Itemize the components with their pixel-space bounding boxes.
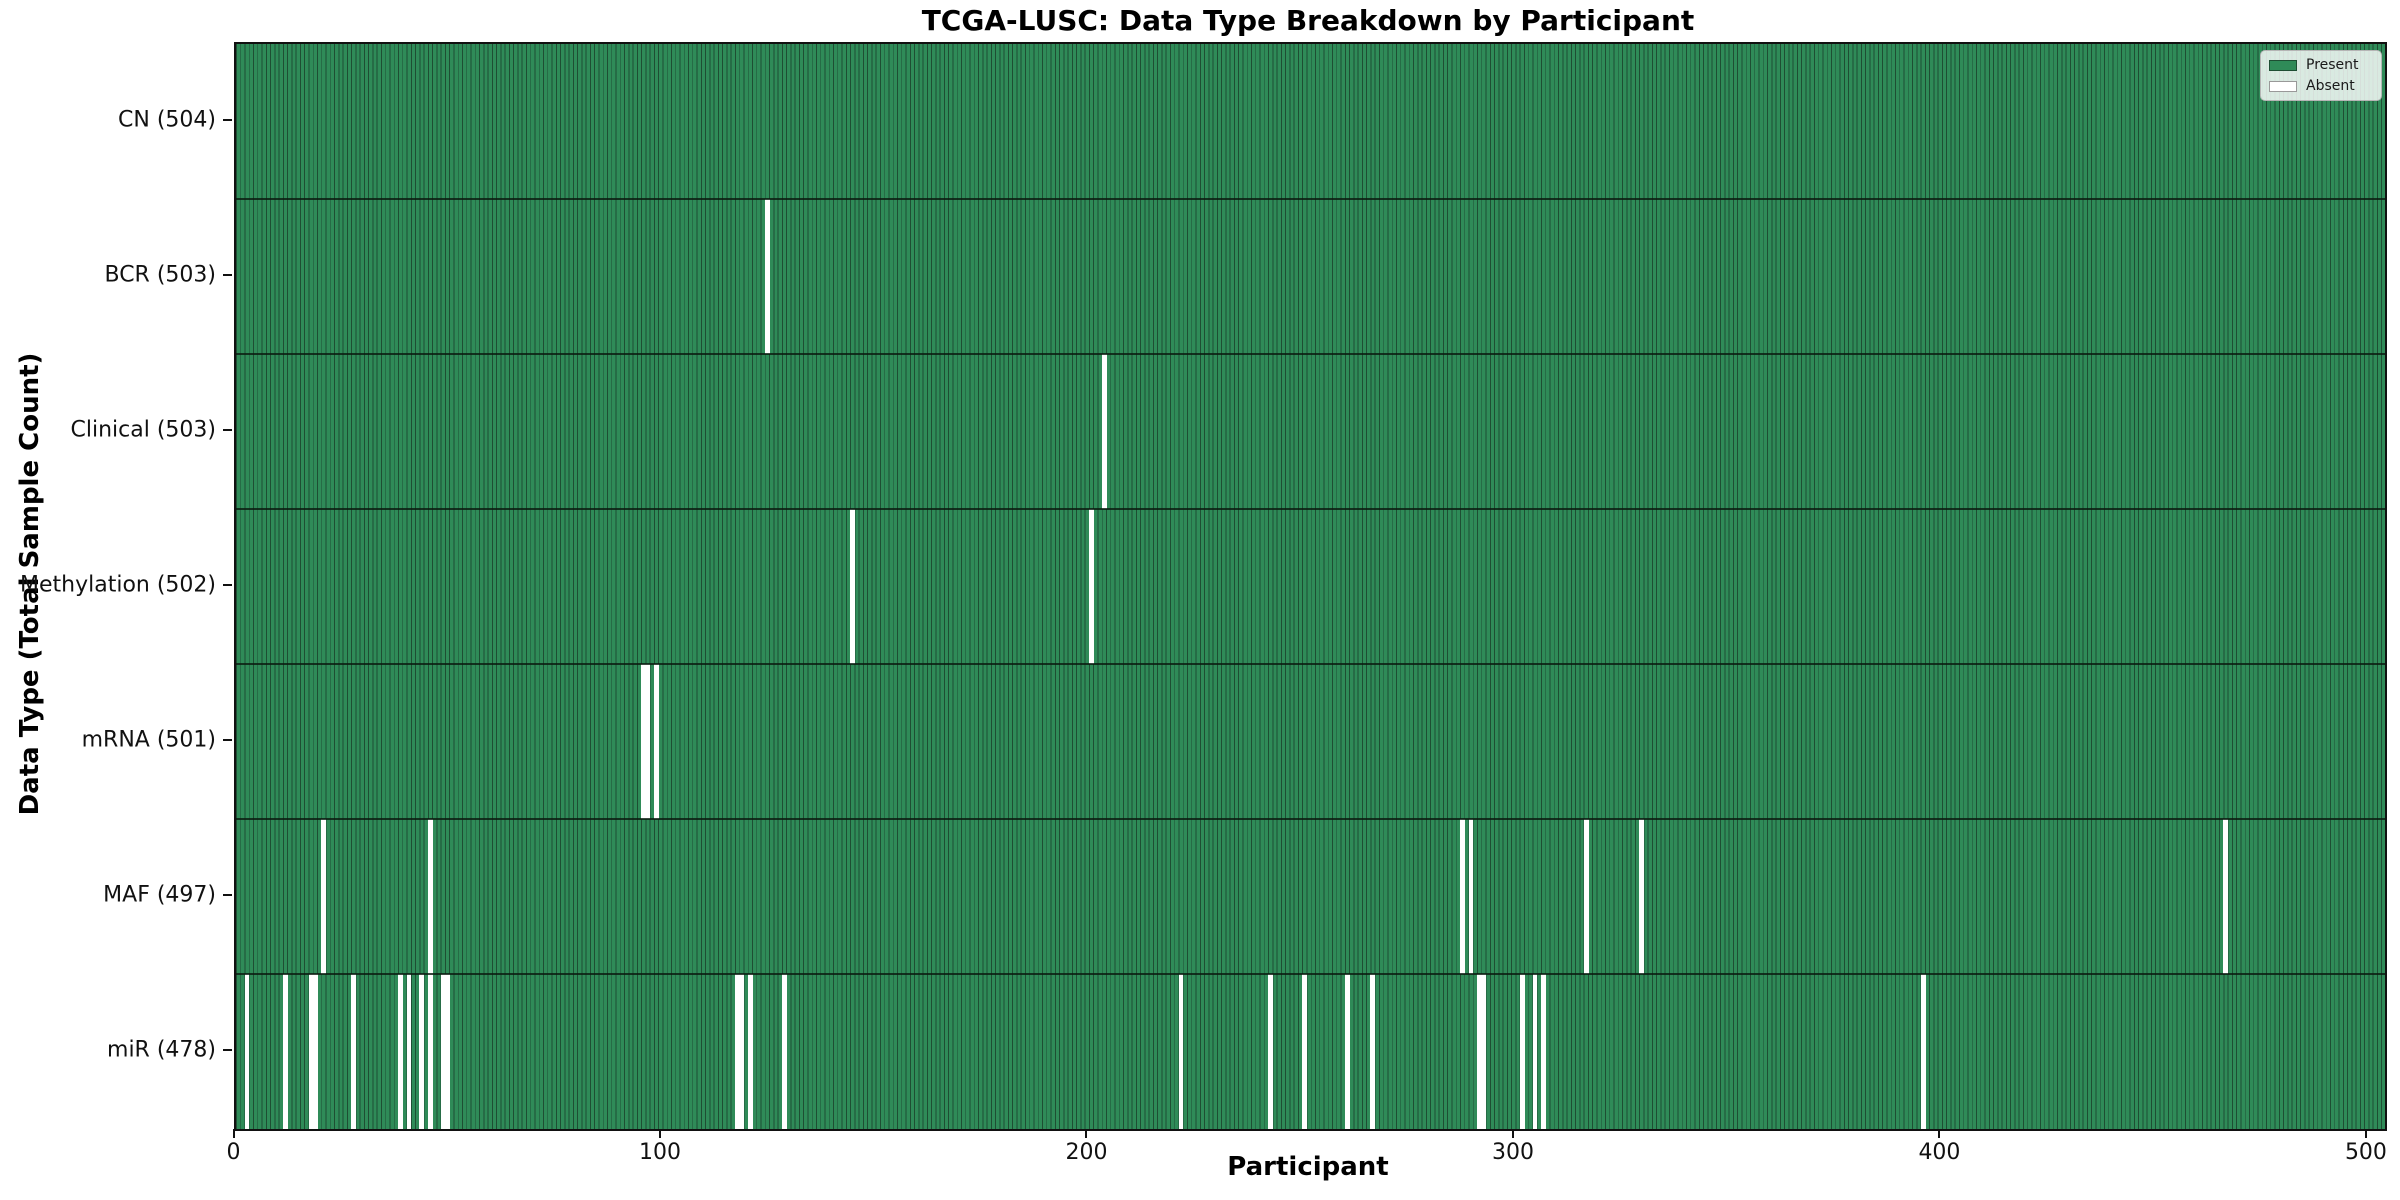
absent-mark-mir-292 (1481, 974, 1487, 1129)
legend-entry-absent: Absent (2269, 79, 2373, 93)
y-tick-label-cn: CN (504) (118, 107, 216, 132)
absent-mark-mir-128 (781, 974, 787, 1129)
absent-mark-mir-301 (1519, 974, 1525, 1129)
y-tick-mark (222, 583, 232, 586)
absent-mark-methylation-200 (1089, 509, 1094, 664)
absent-mark-mir-118 (739, 974, 745, 1129)
row-mir (235, 974, 2385, 1129)
y-tick-label-methylation: Methylation (502) (20, 572, 216, 597)
x-tick-mark (1938, 1129, 1941, 1138)
row-bcr (235, 199, 2385, 354)
y-tick-mark (222, 893, 232, 896)
x-tick-label-300: 300 (1491, 1140, 1534, 1165)
plot-area: Present Absent (233, 42, 2387, 1131)
absent-mark-mir-40 (406, 974, 412, 1129)
absent-mark-clinical-203 (1101, 354, 1107, 509)
absent-mark-methylation-144 (850, 509, 856, 664)
absent-mark-mir-11 (282, 974, 288, 1129)
y-tick-mark (222, 428, 232, 431)
absent-mark-mrna-98 (653, 664, 659, 819)
row-divider (235, 663, 2385, 665)
legend-label: Absent (2306, 78, 2355, 94)
absent-mark-mir-18 (312, 974, 318, 1129)
absent-mark-mir-117 (735, 974, 740, 1129)
y-tick-mark (222, 273, 232, 276)
y-tick-mark (222, 738, 232, 741)
legend-entry-present: Present (2269, 58, 2373, 72)
row-clinical (235, 354, 2385, 509)
absent-mark-mir-260 (1344, 974, 1350, 1129)
y-tick-mark (222, 1048, 232, 1051)
absent-mark-mrna-96 (645, 664, 651, 819)
y-tick-label-mrna: mRNA (501) (81, 727, 216, 752)
row-divider (235, 818, 2385, 820)
x-tick-label-100: 100 (638, 1140, 681, 1165)
y-tick-mark (222, 118, 232, 121)
absent-mark-mir-250 (1302, 974, 1308, 1129)
x-tick-label-400: 400 (1918, 1140, 1961, 1165)
absent-mark-mir-17 (308, 974, 314, 1129)
absent-mark-mrna-95 (641, 664, 647, 819)
absent-mark-bcr-124 (764, 199, 770, 354)
absent-mark-maf-20 (321, 819, 327, 974)
absent-mark-mir-306 (1541, 974, 1546, 1129)
x-axis-label: Participant (1227, 1152, 1389, 1182)
absent-mark-mir-266 (1370, 974, 1376, 1129)
x-tick-label-200: 200 (1065, 1140, 1108, 1165)
y-tick-label-maf: MAF (497) (103, 882, 216, 907)
absent-mark-maf-289 (1468, 819, 1474, 974)
row-divider (235, 973, 2385, 975)
absent-mark-mir-38 (398, 974, 403, 1129)
legend-label: Present (2306, 57, 2359, 73)
absent-mark-mir-395 (1920, 974, 1926, 1129)
x-tick-mark (658, 1129, 661, 1138)
x-tick-mark (2364, 1129, 2367, 1138)
absent-mark-maf-329 (1639, 819, 1645, 974)
row-divider (235, 508, 2385, 510)
absent-mark-mir-304 (1532, 974, 1538, 1129)
y-tick-label-clinical: Clinical (503) (70, 417, 216, 442)
absent-mark-maf-45 (427, 819, 433, 974)
row-mrna (235, 664, 2385, 819)
x-tick-mark (1085, 1129, 1088, 1138)
y-tick-label-mir: miR (478) (107, 1037, 216, 1062)
chart-title: TCGA-LUSC: Data Type Breakdown by Partic… (921, 4, 1695, 37)
absent-mark-maf-316 (1583, 819, 1589, 974)
row-methylation (235, 509, 2385, 664)
absent-mark-mir-221 (1178, 974, 1184, 1129)
x-tick-label-500: 500 (2344, 1140, 2387, 1165)
absent-mark-mir-120 (747, 974, 753, 1129)
absent-mark-mir-27 (351, 974, 357, 1129)
absent-mark-maf-287 (1460, 819, 1465, 974)
absent-mark-mir-49 (445, 974, 450, 1129)
absent-mark-mir-2 (244, 974, 250, 1129)
legend-swatch-absent (2269, 80, 2297, 92)
row-cn (235, 44, 2385, 199)
absent-mark-mir-43 (419, 974, 425, 1129)
row-divider (235, 198, 2385, 200)
absent-mark-maf-466 (2223, 819, 2229, 974)
y-tick-label-bcr: BCR (503) (104, 262, 216, 287)
absent-mark-mir-45 (427, 974, 433, 1129)
absent-mark-mir-242 (1268, 974, 1273, 1129)
absent-mark-mir-48 (440, 974, 446, 1129)
x-tick-mark (232, 1129, 235, 1138)
x-tick-mark (1511, 1129, 1514, 1138)
row-maf (235, 819, 2385, 974)
absent-mark-mir-291 (1477, 974, 1482, 1129)
legend-swatch-present (2269, 59, 2297, 71)
legend: Present Absent (2260, 50, 2382, 101)
row-divider (235, 353, 2385, 355)
x-tick-label-0: 0 (226, 1140, 241, 1165)
